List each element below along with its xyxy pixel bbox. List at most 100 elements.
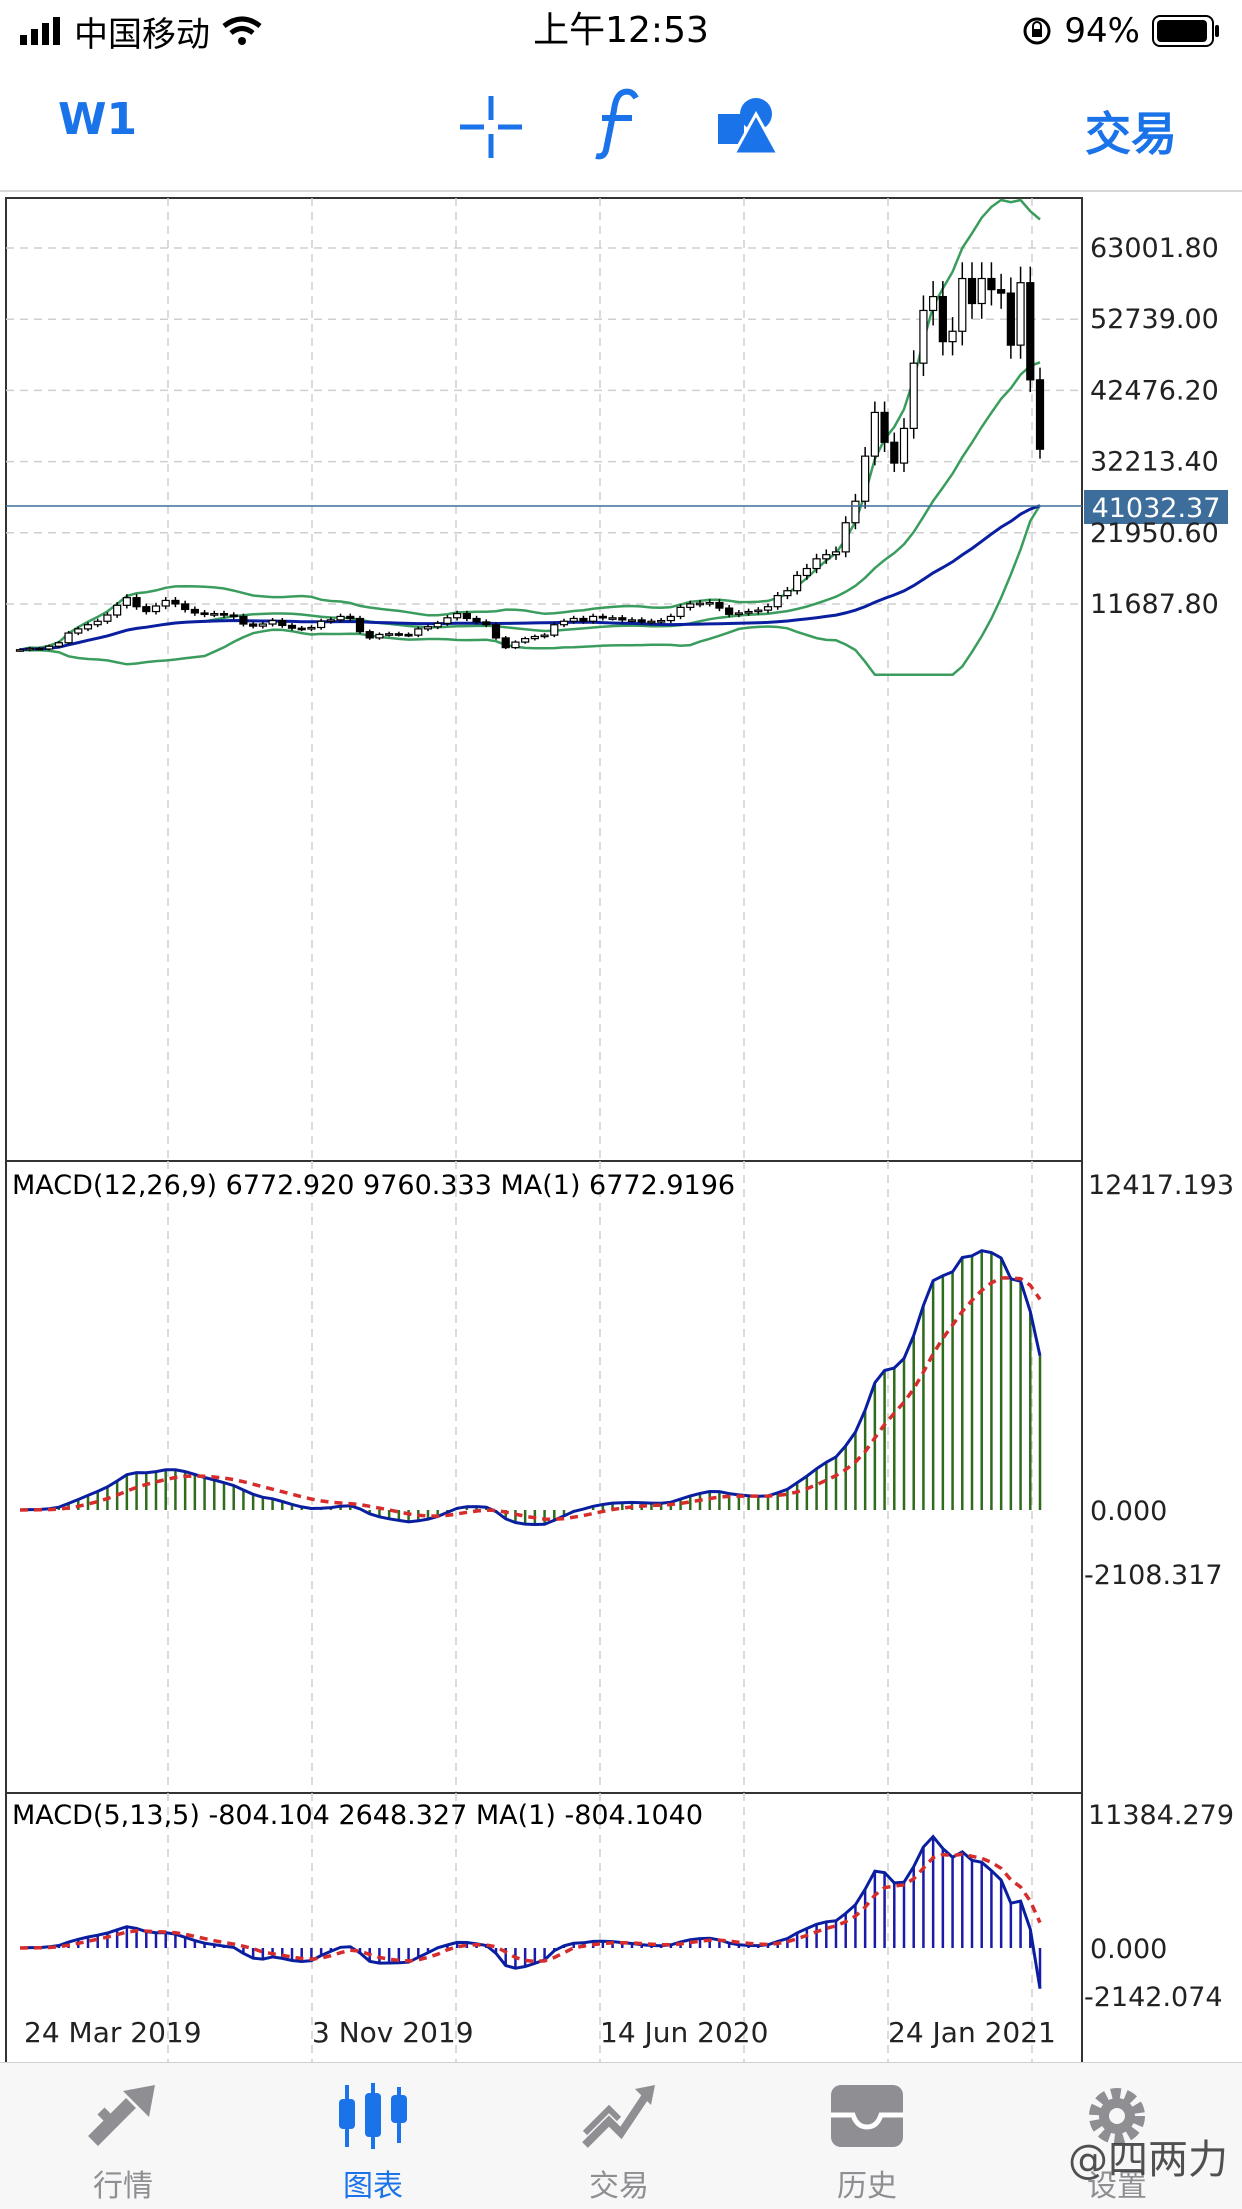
indicators-button[interactable] — [592, 88, 642, 160]
candle-body — [375, 633, 384, 639]
candle-body — [861, 455, 870, 502]
objects-button[interactable] — [716, 94, 782, 156]
tab-quotes[interactable]: 行情 — [48, 2081, 198, 2205]
price-axis-label: 52739.00 — [1090, 304, 1219, 335]
wifi-icon — [222, 16, 262, 45]
moving-average-line — [19, 504, 1041, 652]
candle-body — [637, 619, 646, 623]
candle-body — [355, 617, 365, 633]
candle-body — [511, 641, 520, 649]
candle-body — [1016, 282, 1025, 346]
candle-body — [93, 620, 102, 626]
candle-body — [462, 613, 471, 620]
candle-body — [929, 295, 938, 312]
tab-charts[interactable]: 图表 — [298, 2081, 448, 2205]
candle-body — [346, 615, 355, 620]
tab-charts-label: 图表 — [343, 2169, 403, 2204]
current-price-tag — [1084, 490, 1228, 524]
candle-body — [598, 615, 607, 619]
candle-body — [579, 617, 588, 622]
candle-body — [268, 619, 277, 625]
candle-body — [239, 615, 248, 625]
price-axis-label: 21950.60 — [1090, 518, 1219, 549]
tab-settings[interactable]: 设置 — [1042, 2081, 1192, 2205]
period-button[interactable]: W1 — [58, 94, 138, 145]
price-axis-label: 11687.80 — [1090, 589, 1219, 620]
candle-body — [608, 617, 617, 620]
date-label-3: 14 Jun 2020 — [600, 2016, 768, 2049]
candle-body — [754, 609, 763, 613]
candle-body — [715, 601, 724, 609]
candle-body — [151, 605, 161, 613]
status-left: 中国移动 — [20, 8, 262, 55]
date-label-2: 3 Nov 2019 — [312, 2016, 474, 2049]
signal-icon — [20, 17, 60, 45]
candle-body — [190, 608, 199, 614]
candle-body — [482, 621, 491, 626]
candle-body — [142, 606, 151, 613]
candle-body — [521, 638, 530, 643]
macd1-title: MACD(12,26,9) 6772.920 9760.333 MA(1) 67… — [12, 1170, 735, 1201]
candle-body — [744, 610, 753, 614]
candle-body — [83, 624, 93, 630]
candle-body — [899, 427, 909, 464]
price-chart[interactable]: 41032.37 63001.80 52739.00 42476.20 32213.4… — [0, 192, 1242, 2204]
candle-body — [705, 601, 714, 605]
candle-body — [763, 606, 773, 611]
candle-body — [326, 619, 335, 622]
tab-history[interactable]: 历史 — [792, 2081, 942, 2205]
price-axis-label: 32213.40 — [1090, 447, 1219, 478]
candle-body — [666, 615, 675, 622]
candle-body — [618, 617, 627, 621]
macd1-level-top: 12417.193 — [1088, 1170, 1234, 1201]
quotes-icon — [88, 2085, 155, 2146]
candle-body — [793, 574, 802, 592]
bottom-tab-bar: 行情 图表 交易 历史 设置 @四 — [0, 2062, 1242, 2209]
tab-quotes-label: 行情 — [93, 2169, 153, 2204]
price-axis-label: 63001.80 — [1090, 233, 1219, 264]
candle-body — [1006, 292, 1015, 346]
candle-body — [686, 603, 695, 608]
tab-trade[interactable]: 交易 — [544, 2081, 694, 2205]
gear-icon — [1089, 2088, 1145, 2144]
candle-body — [676, 606, 685, 618]
candle-body — [627, 619, 637, 622]
tab-trade-label: 交易 — [589, 2169, 649, 2204]
candle-body — [161, 599, 170, 607]
status-right: 94% — [1022, 8, 1220, 54]
candle-body — [181, 603, 190, 611]
status-bar: 中国移动 上午12:53 94% — [0, 0, 1242, 62]
candle-body — [171, 599, 180, 605]
candle-body — [812, 558, 821, 570]
candle-body — [841, 522, 850, 553]
candle-body — [919, 309, 928, 364]
candle-body — [249, 623, 258, 627]
candle-body — [278, 619, 287, 627]
carrier-label: 中国移动 — [74, 14, 210, 55]
candle-body — [540, 634, 549, 638]
candle-body — [987, 277, 996, 291]
crosshair-button[interactable] — [458, 94, 524, 160]
candle-body — [219, 613, 229, 616]
candle-body — [948, 330, 957, 343]
bollinger-lower-line — [19, 504, 1042, 676]
history-icon — [831, 2085, 903, 2147]
chart-area[interactable]: 41032.37 63001.80 52739.00 42476.20 32213.4… — [0, 192, 1242, 2204]
status-time: 上午12:53 — [533, 10, 709, 51]
macd1-line — [19, 1249, 1042, 1527]
battery-icon — [1152, 15, 1219, 47]
candle-body — [880, 411, 889, 443]
candle-body — [423, 626, 433, 630]
candle-body — [74, 628, 83, 634]
candle-body — [385, 633, 394, 636]
current-price-label: 41032.37 — [1092, 493, 1221, 524]
candle-body — [773, 594, 782, 608]
crosshair-icon — [460, 96, 522, 158]
candle-body — [317, 620, 326, 629]
candle-body — [909, 362, 918, 429]
candle-body — [569, 617, 578, 622]
candle-body — [589, 615, 598, 622]
trade-button[interactable]: 交易 — [1085, 107, 1177, 161]
candle-body — [822, 554, 831, 560]
candle-body — [491, 624, 501, 639]
